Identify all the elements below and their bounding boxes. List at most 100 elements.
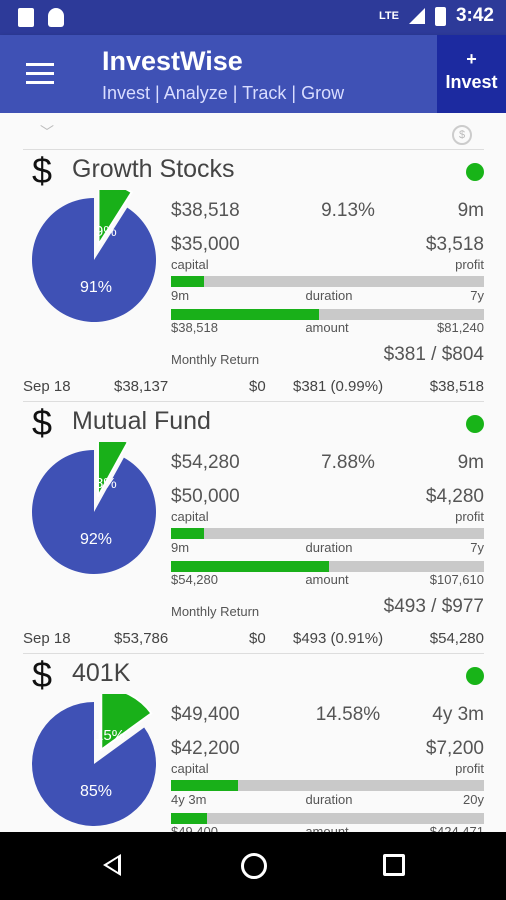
duration-start: 9m — [171, 288, 190, 303]
amount-end: $107,610 — [429, 572, 484, 587]
status-dot — [466, 163, 484, 181]
summary-total: $54,280 — [429, 630, 484, 647]
summary-date: Sep 18 — [23, 630, 71, 647]
pie-slice-label: 9% — [95, 223, 117, 240]
investment-card[interactable]: $ 401K 85% 15% $49,400 14.58% 4y 3m $42,2… — [0, 654, 506, 832]
elapsed-time: 9m — [457, 452, 484, 473]
return-rate: 14.58% — [315, 704, 381, 725]
status-bar: LTE 3:42 — [0, 0, 506, 35]
investment-card[interactable]: $ Growth Stocks 91% 9% $38,518 9.13% 9m $… — [0, 150, 506, 402]
duration-progress-bar — [171, 780, 484, 791]
pie-highlight-slice — [97, 190, 134, 249]
recents-icon[interactable] — [383, 854, 405, 876]
summary-return: $493 (0.91%) — [293, 630, 384, 647]
app-bar: InvestWise Invest | Analyze | Track | Gr… — [0, 35, 506, 113]
amount-progress-fill — [171, 813, 208, 824]
divider — [23, 401, 484, 402]
invest-button[interactable]: + Invest — [437, 35, 506, 113]
duration-start: 9m — [171, 540, 190, 555]
invest-button-label: Invest — [445, 72, 498, 92]
duration-end: 20y — [463, 792, 484, 807]
summary-deposit: $0 — [249, 630, 266, 647]
divider — [23, 149, 484, 150]
android-icon — [48, 8, 64, 27]
pie-slice-label: 8% — [95, 475, 117, 492]
amount-start: $38,518 — [171, 320, 218, 335]
investment-name: Growth Stocks — [72, 155, 235, 183]
monthly-return-label: Monthly Return — [171, 352, 260, 367]
status-dot — [466, 415, 484, 433]
dollar-icon: $ — [32, 654, 53, 695]
capital-label: capital — [171, 761, 209, 776]
elapsed-time: 4y 3m — [432, 704, 484, 725]
home-icon[interactable] — [241, 853, 267, 879]
plus-icon: + — [466, 49, 477, 69]
menu-icon[interactable] — [26, 63, 54, 85]
investment-list[interactable]: ﹀ $ $ Growth Stocks 91% 9% $38,518 9.13% … — [0, 113, 506, 832]
amount-progress-bar — [171, 309, 484, 320]
amount-start: $54,280 — [171, 572, 218, 587]
summary-deposit: $0 — [249, 378, 266, 395]
profit-value: $4,280 — [425, 486, 484, 507]
signal-icon — [408, 8, 425, 24]
pie-main-label: 91% — [80, 279, 112, 296]
current-value: $54,280 — [171, 452, 240, 473]
amount-progress-bar — [171, 561, 484, 572]
amount-progress-fill — [171, 561, 329, 572]
profit-value: $7,200 — [425, 738, 484, 759]
amount-progress-bar — [171, 813, 484, 824]
summary-value: $53,786 — [114, 630, 169, 647]
duration-progress-bar — [171, 276, 484, 287]
monthly-return-value: $493 / $977 — [383, 596, 484, 617]
pie-main-slice — [31, 450, 156, 574]
pie-slice-label: 15% — [95, 727, 125, 744]
chevron-down-icon[interactable]: ﹀ — [40, 124, 54, 140]
current-value: $49,400 — [171, 704, 240, 725]
summary-row: Sep 18 $53,786 $0 $493 (0.91%) $54,280 — [23, 630, 484, 650]
amount-label: amount — [305, 320, 349, 335]
status-dot — [466, 667, 484, 685]
profit-label: profit — [455, 509, 484, 524]
app-title: InvestWise — [102, 46, 243, 76]
duration-end: 7y — [470, 288, 484, 303]
return-rate: 7.88% — [321, 452, 375, 473]
amount-end: $424,471 — [429, 824, 484, 832]
pie-main-label: 92% — [80, 531, 112, 548]
pie-highlight-slice — [96, 442, 130, 497]
dollar-icon: $ — [32, 402, 53, 443]
pie-main-label: 85% — [80, 783, 112, 800]
capital-value: $42,200 — [171, 738, 240, 759]
navigation-bar — [0, 832, 506, 900]
summary-row: Sep 18 $38,137 $0 $381 (0.99%) $38,518 — [23, 378, 484, 398]
duration-progress-fill — [171, 276, 205, 287]
investment-card[interactable]: $ Mutual Fund 92% 8% $54,280 7.88% 9m $50… — [0, 402, 506, 654]
investment-name: Mutual Fund — [72, 407, 211, 435]
summary-total: $38,518 — [429, 378, 484, 395]
sd-card-icon — [18, 8, 34, 27]
duration-progress-fill — [171, 780, 238, 791]
amount-end: $81,240 — [437, 320, 484, 335]
clock: 3:42 — [455, 5, 494, 26]
summary-value: $38,137 — [114, 378, 169, 395]
network-type: LTE — [379, 10, 399, 22]
duration-label: duration — [305, 288, 353, 303]
app-subtitle: Invest | Analyze | Track | Grow — [102, 83, 345, 103]
amount-start: $49,400 — [171, 824, 218, 832]
duration-progress-fill — [171, 528, 205, 539]
duration-progress-bar — [171, 528, 484, 539]
investment-name: 401K — [72, 659, 131, 687]
back-icon[interactable] — [103, 854, 121, 876]
capital-label: capital — [171, 257, 209, 272]
battery-icon — [434, 6, 446, 26]
current-value: $38,518 — [171, 200, 240, 221]
profit-value: $3,518 — [425, 234, 484, 255]
monthly-return-value: $381 / $804 — [383, 344, 484, 365]
allocation-pie-chart: 91% 9% — [31, 190, 157, 322]
profit-label: profit — [455, 761, 484, 776]
duration-label: duration — [305, 792, 353, 807]
capital-label: capital — [171, 509, 209, 524]
summary-date: Sep 18 — [23, 378, 71, 395]
amount-label: amount — [305, 824, 349, 832]
coin-icon[interactable]: $ — [452, 125, 472, 145]
elapsed-time: 9m — [457, 200, 484, 221]
